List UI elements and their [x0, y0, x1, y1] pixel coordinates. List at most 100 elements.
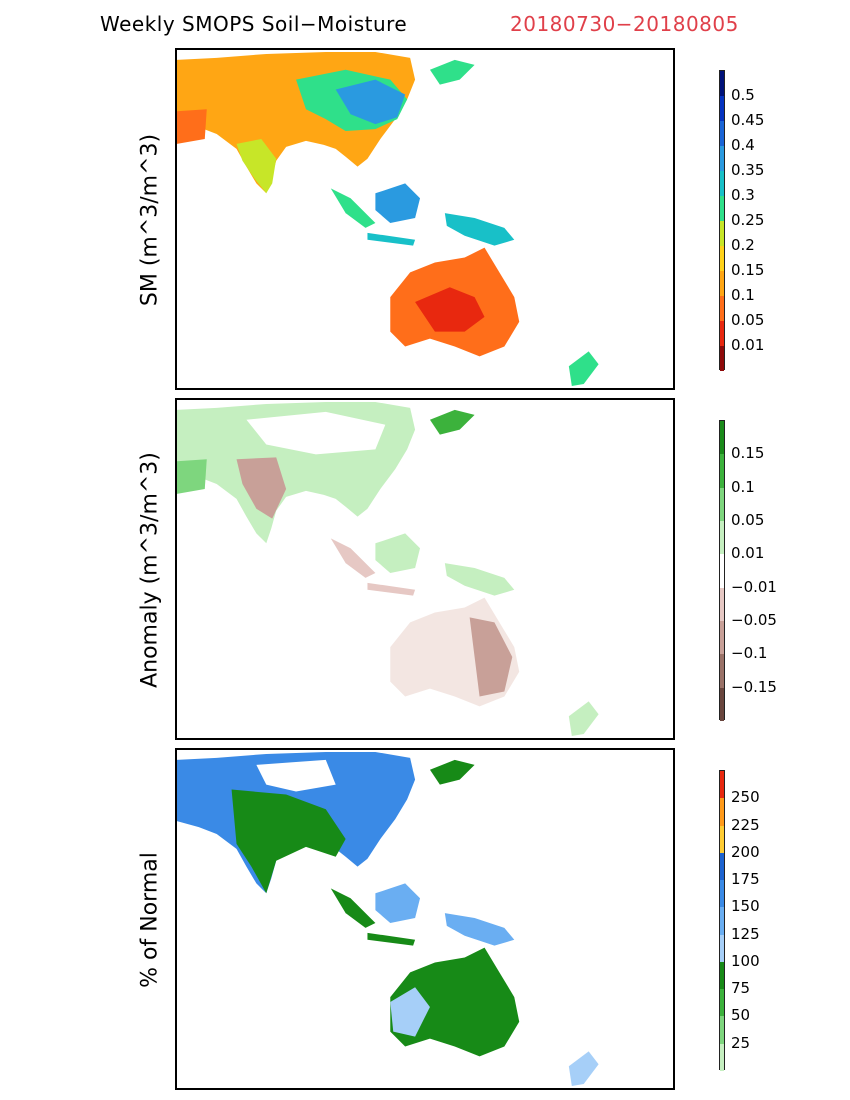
colorbar-segment: [720, 654, 724, 688]
region-arabia: [177, 459, 207, 494]
colorbar-tick-label: 0.15: [731, 444, 765, 463]
land-newzealand: [568, 701, 599, 737]
land-java: [367, 232, 416, 246]
region-india-green: [231, 789, 346, 894]
colorbar-tick-label: 125: [731, 924, 760, 943]
colorbar-segment: [720, 825, 724, 853]
land-java: [367, 932, 416, 946]
colorbar-segment: [720, 934, 724, 962]
colorbar-segment: [720, 687, 724, 721]
colorbar-tick-label: 0.35: [731, 161, 765, 179]
colorbar-tick-label: 0.1: [731, 286, 755, 304]
land-japan: [429, 759, 475, 785]
region-arabia: [177, 109, 207, 144]
colorbar-tick-label: 150: [731, 897, 760, 916]
colorbar-segment: [720, 271, 724, 296]
land-newzealand: [568, 1051, 599, 1087]
colorbar-tick-label: 250: [731, 788, 760, 807]
map-anomaly: [177, 401, 599, 737]
land-newguinea: [444, 213, 515, 246]
region-australia-inner: [415, 287, 485, 332]
map-sm: [177, 51, 599, 387]
land-newguinea: [444, 563, 515, 596]
colorbar-segment: [720, 246, 724, 271]
colorbar-segment: [720, 620, 724, 655]
colorbar-segment: [720, 221, 724, 246]
colorbar-segment: [720, 587, 724, 621]
colorbar-anomaly: [719, 420, 725, 721]
colorbar-tick-label: 0.05: [731, 511, 765, 529]
land-japan: [429, 409, 475, 435]
colorbar-tick-label: 0.45: [731, 111, 765, 129]
colorbar-segment: [720, 907, 724, 935]
colorbar-tick-label: 50: [731, 1006, 751, 1025]
region-india: [236, 138, 277, 194]
region-tibet-white: [256, 759, 336, 792]
region-australia-blue: [390, 987, 430, 1037]
land-borneo: [375, 183, 421, 223]
colorbar-segment: [720, 96, 724, 121]
land-australia: [390, 947, 520, 1057]
colorbar-segment: [720, 520, 724, 555]
colorbar-tick-label: 200: [731, 842, 760, 861]
colorbar-segment: [720, 71, 724, 96]
land-sumatra: [330, 538, 376, 578]
ylabel-sm: SM (m^3/m^3): [137, 133, 163, 307]
land-borneo: [375, 883, 421, 923]
region-china-blue: [335, 79, 406, 125]
land-sumatra: [330, 888, 376, 928]
colorbar-segment: [720, 852, 724, 881]
map-panel-percent-normal: [175, 748, 675, 1090]
colorbar-tick-label: 0.5: [731, 86, 755, 104]
colorbar-tick-label: 0.1: [731, 477, 755, 496]
colorbar-segment: [720, 454, 724, 488]
colorbar-tick-label: −0.05: [731, 611, 777, 629]
colorbar-tick-label: 0.01: [731, 544, 765, 563]
map-panel-sm: [175, 48, 675, 390]
land-sumatra: [330, 188, 376, 228]
region-tibet-white: [246, 411, 386, 455]
colorbar-tick-label: 0.2: [731, 236, 755, 254]
colorbar-tick-label: 225: [731, 815, 760, 834]
colorbar-tick-label: 0.3: [731, 186, 755, 204]
land-japan: [429, 59, 475, 85]
colorbar-tick-label: 0.4: [731, 136, 755, 154]
date-range: 20180730−20180805: [510, 12, 739, 36]
colorbar-tick-label: 75: [731, 979, 751, 998]
colorbar-percent-normal: [719, 770, 725, 1071]
colorbar-sm: [719, 70, 725, 371]
colorbar-segment: [720, 121, 724, 146]
colorbar-segment: [720, 961, 724, 990]
colorbar-segment: [720, 171, 724, 196]
colorbar-tick-label: −0.15: [731, 677, 777, 696]
colorbar-tick-label: −0.01: [731, 577, 777, 596]
region-australia-dry: [469, 617, 513, 697]
colorbar-segment: [720, 880, 724, 908]
colorbar-tick-label: −0.1: [731, 644, 768, 663]
colorbar-tick-label: 0.25: [731, 211, 765, 229]
colorbar-segment: [720, 196, 724, 221]
colorbar-tick-label: 0.15: [731, 261, 765, 279]
land-java: [367, 582, 416, 596]
colorbar-segment: [720, 146, 724, 171]
colorbar-segment: [720, 296, 724, 321]
colorbar-segment: [720, 989, 724, 1017]
colorbar-tick-label: 175: [731, 870, 760, 889]
colorbar-segment: [720, 798, 724, 826]
colorbar-tick-label: 0.01: [731, 336, 765, 354]
colorbar-segment: [720, 421, 724, 455]
colorbar-tick-label: 0.05: [731, 311, 765, 329]
land-newzealand: [568, 351, 599, 387]
colorbar-segment: [720, 1043, 724, 1071]
colorbar-segment: [720, 346, 724, 371]
map-percent-normal: [177, 751, 599, 1087]
colorbar-segment: [720, 487, 724, 521]
map-panel-anomaly: [175, 398, 675, 740]
land-borneo: [375, 533, 421, 573]
chart-title: Weekly SMOPS Soil−Moisture: [100, 12, 408, 36]
land-newguinea: [444, 913, 515, 946]
colorbar-tick-label: 100: [731, 951, 760, 970]
colorbar-segment: [720, 1016, 724, 1044]
region-india-dry: [236, 457, 287, 519]
colorbar-segment: [720, 554, 724, 588]
